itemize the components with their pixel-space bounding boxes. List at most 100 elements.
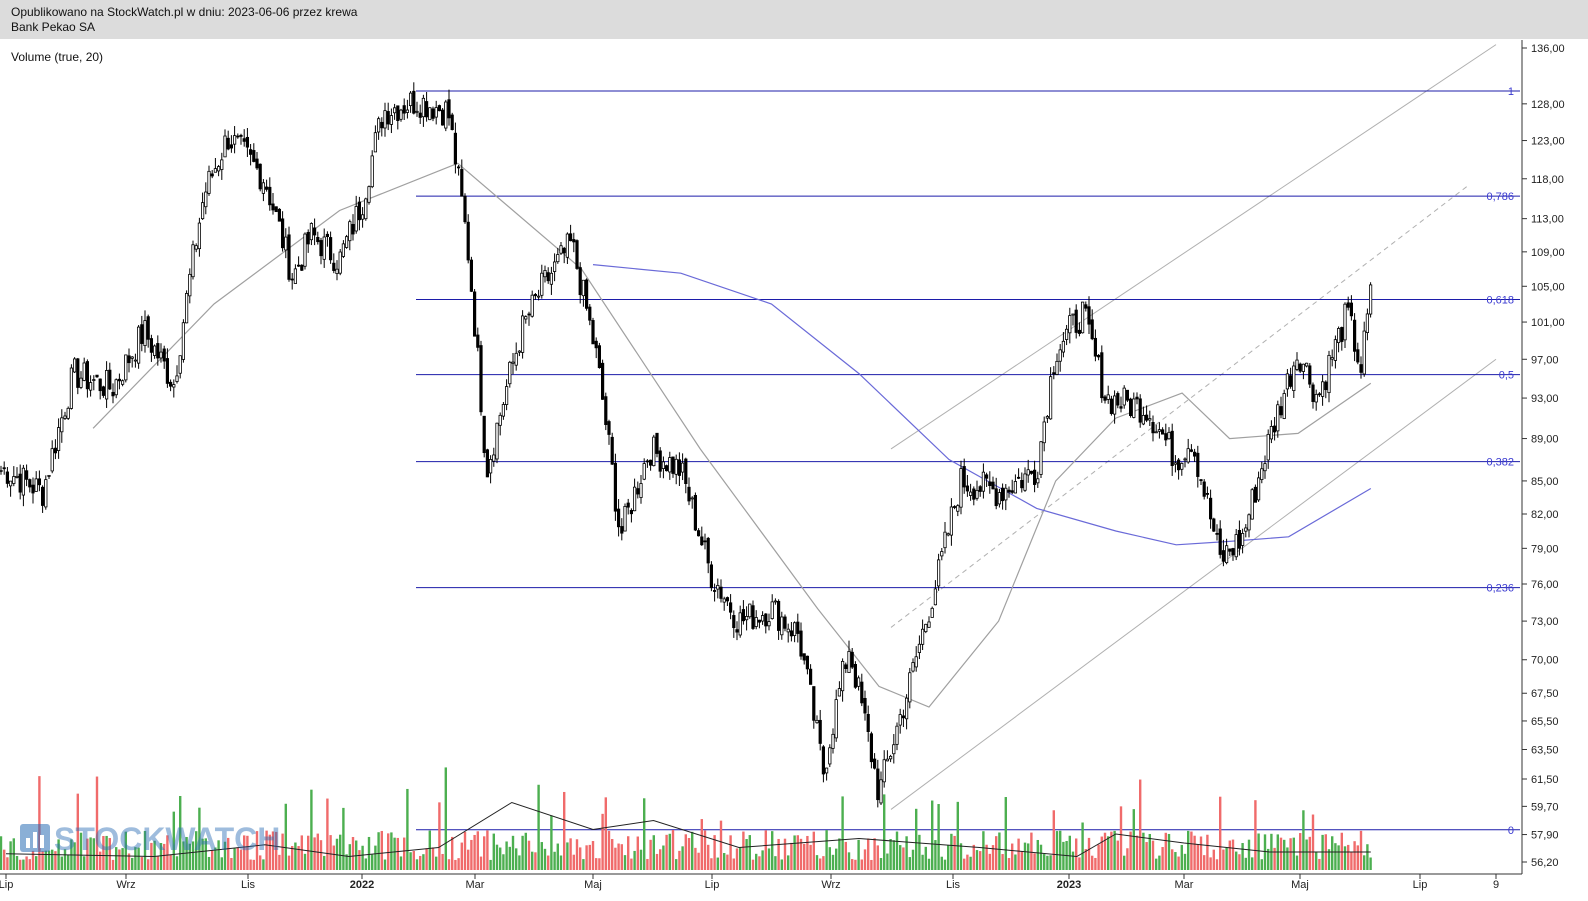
candle-body [290,278,294,281]
volume-bar [230,857,233,870]
candle-body [1004,487,1008,501]
candle-body [569,233,573,242]
candle-body [1058,349,1062,362]
y-tick-label: 128,00 [1531,99,1565,111]
x-tick-label: Mar [1175,879,1194,891]
candle-body [98,378,102,392]
candle-body [1212,518,1216,532]
volume-bar [243,835,246,870]
volume-bar [102,836,105,870]
candle-body [828,747,832,765]
volume-bar [409,852,412,870]
volume-bar [614,847,617,870]
candle-body [143,320,147,347]
volume-bar [601,813,604,870]
volume-bar [691,831,694,870]
fibonacci-levels: 1 0,786 0,618 0,5 0,382 0,236 0 [416,86,1520,837]
volume-bar [140,857,143,870]
volume-bar [924,846,927,870]
volume-bar [99,851,102,870]
volume-bar [201,838,204,870]
volume-bar [1161,847,1164,870]
trendline [890,186,1468,628]
candle-body [1135,396,1139,400]
candle-body [1314,393,1318,403]
volume-bar [873,838,876,870]
candle-body [1081,301,1085,334]
volume-bar [1244,857,1247,870]
volume-bar [537,784,540,870]
volume-bar [831,854,835,870]
candle-body [1183,458,1187,461]
candle-body [47,474,51,477]
volume-bar [1116,840,1119,870]
volume-bar [694,847,697,870]
candle-body [79,377,83,388]
candle-body [997,492,1002,505]
candle-body [1017,476,1021,479]
candle-body [37,478,42,486]
candle-body [1141,414,1145,425]
volume-bar [307,835,310,870]
candle-body [677,459,682,476]
candle-body [1167,431,1171,440]
volume-bar [636,836,639,870]
candle-body [1151,421,1155,434]
volume-bar [857,839,860,870]
volume-bar [892,840,895,870]
candle-body [1145,414,1149,421]
candle-body [1231,548,1235,556]
candle-body [556,254,560,263]
candle-body [959,468,963,508]
candle-body [674,458,678,475]
volume-bar [25,856,28,870]
candle-body [165,358,169,384]
volume-bar [508,846,511,870]
volume-bar [646,858,649,870]
fib-label: 1 [1508,86,1514,98]
candle-body [866,713,870,732]
candle-body [316,236,320,243]
volume-bar [271,831,275,870]
candle-body [956,505,960,512]
candle-body [1087,306,1091,325]
candle-body [962,466,966,488]
volume-bar [585,845,588,870]
fib-label: 0,5 [1499,370,1514,382]
volume-bar [319,840,323,870]
candle-body [447,99,451,119]
candle-body [745,615,749,621]
candle-body [1356,349,1360,363]
candle-body [953,506,957,508]
volume-bar [812,831,815,870]
candle-body [514,352,518,366]
volume-bar [950,833,953,870]
candle-body [376,118,381,133]
volume-bar [143,830,147,870]
volume-bar [479,856,483,870]
candle-body [255,158,259,169]
candle-body [729,602,733,613]
candle-body [172,384,176,388]
candle-body [239,134,243,137]
volume-bar [1155,858,1158,870]
candle-body [296,264,301,267]
candle-body [540,272,544,296]
volume-bar [188,843,191,870]
volume-bar [1366,844,1369,870]
candle-body [60,417,64,433]
candle-body [1157,429,1161,432]
volume-bar [425,848,428,870]
candle-body [1074,309,1078,333]
volume-bar [1295,855,1299,870]
candle-body [1097,354,1101,358]
candle-body [665,465,669,472]
volume-bar [1052,810,1055,870]
volume-bar [1174,852,1177,870]
volume-bar [22,859,25,870]
volume-bar [79,832,83,870]
y-tick-label: 56,20 [1531,857,1559,869]
candle-body [549,272,554,285]
candle-body [1199,479,1203,482]
candle-body [175,375,179,382]
